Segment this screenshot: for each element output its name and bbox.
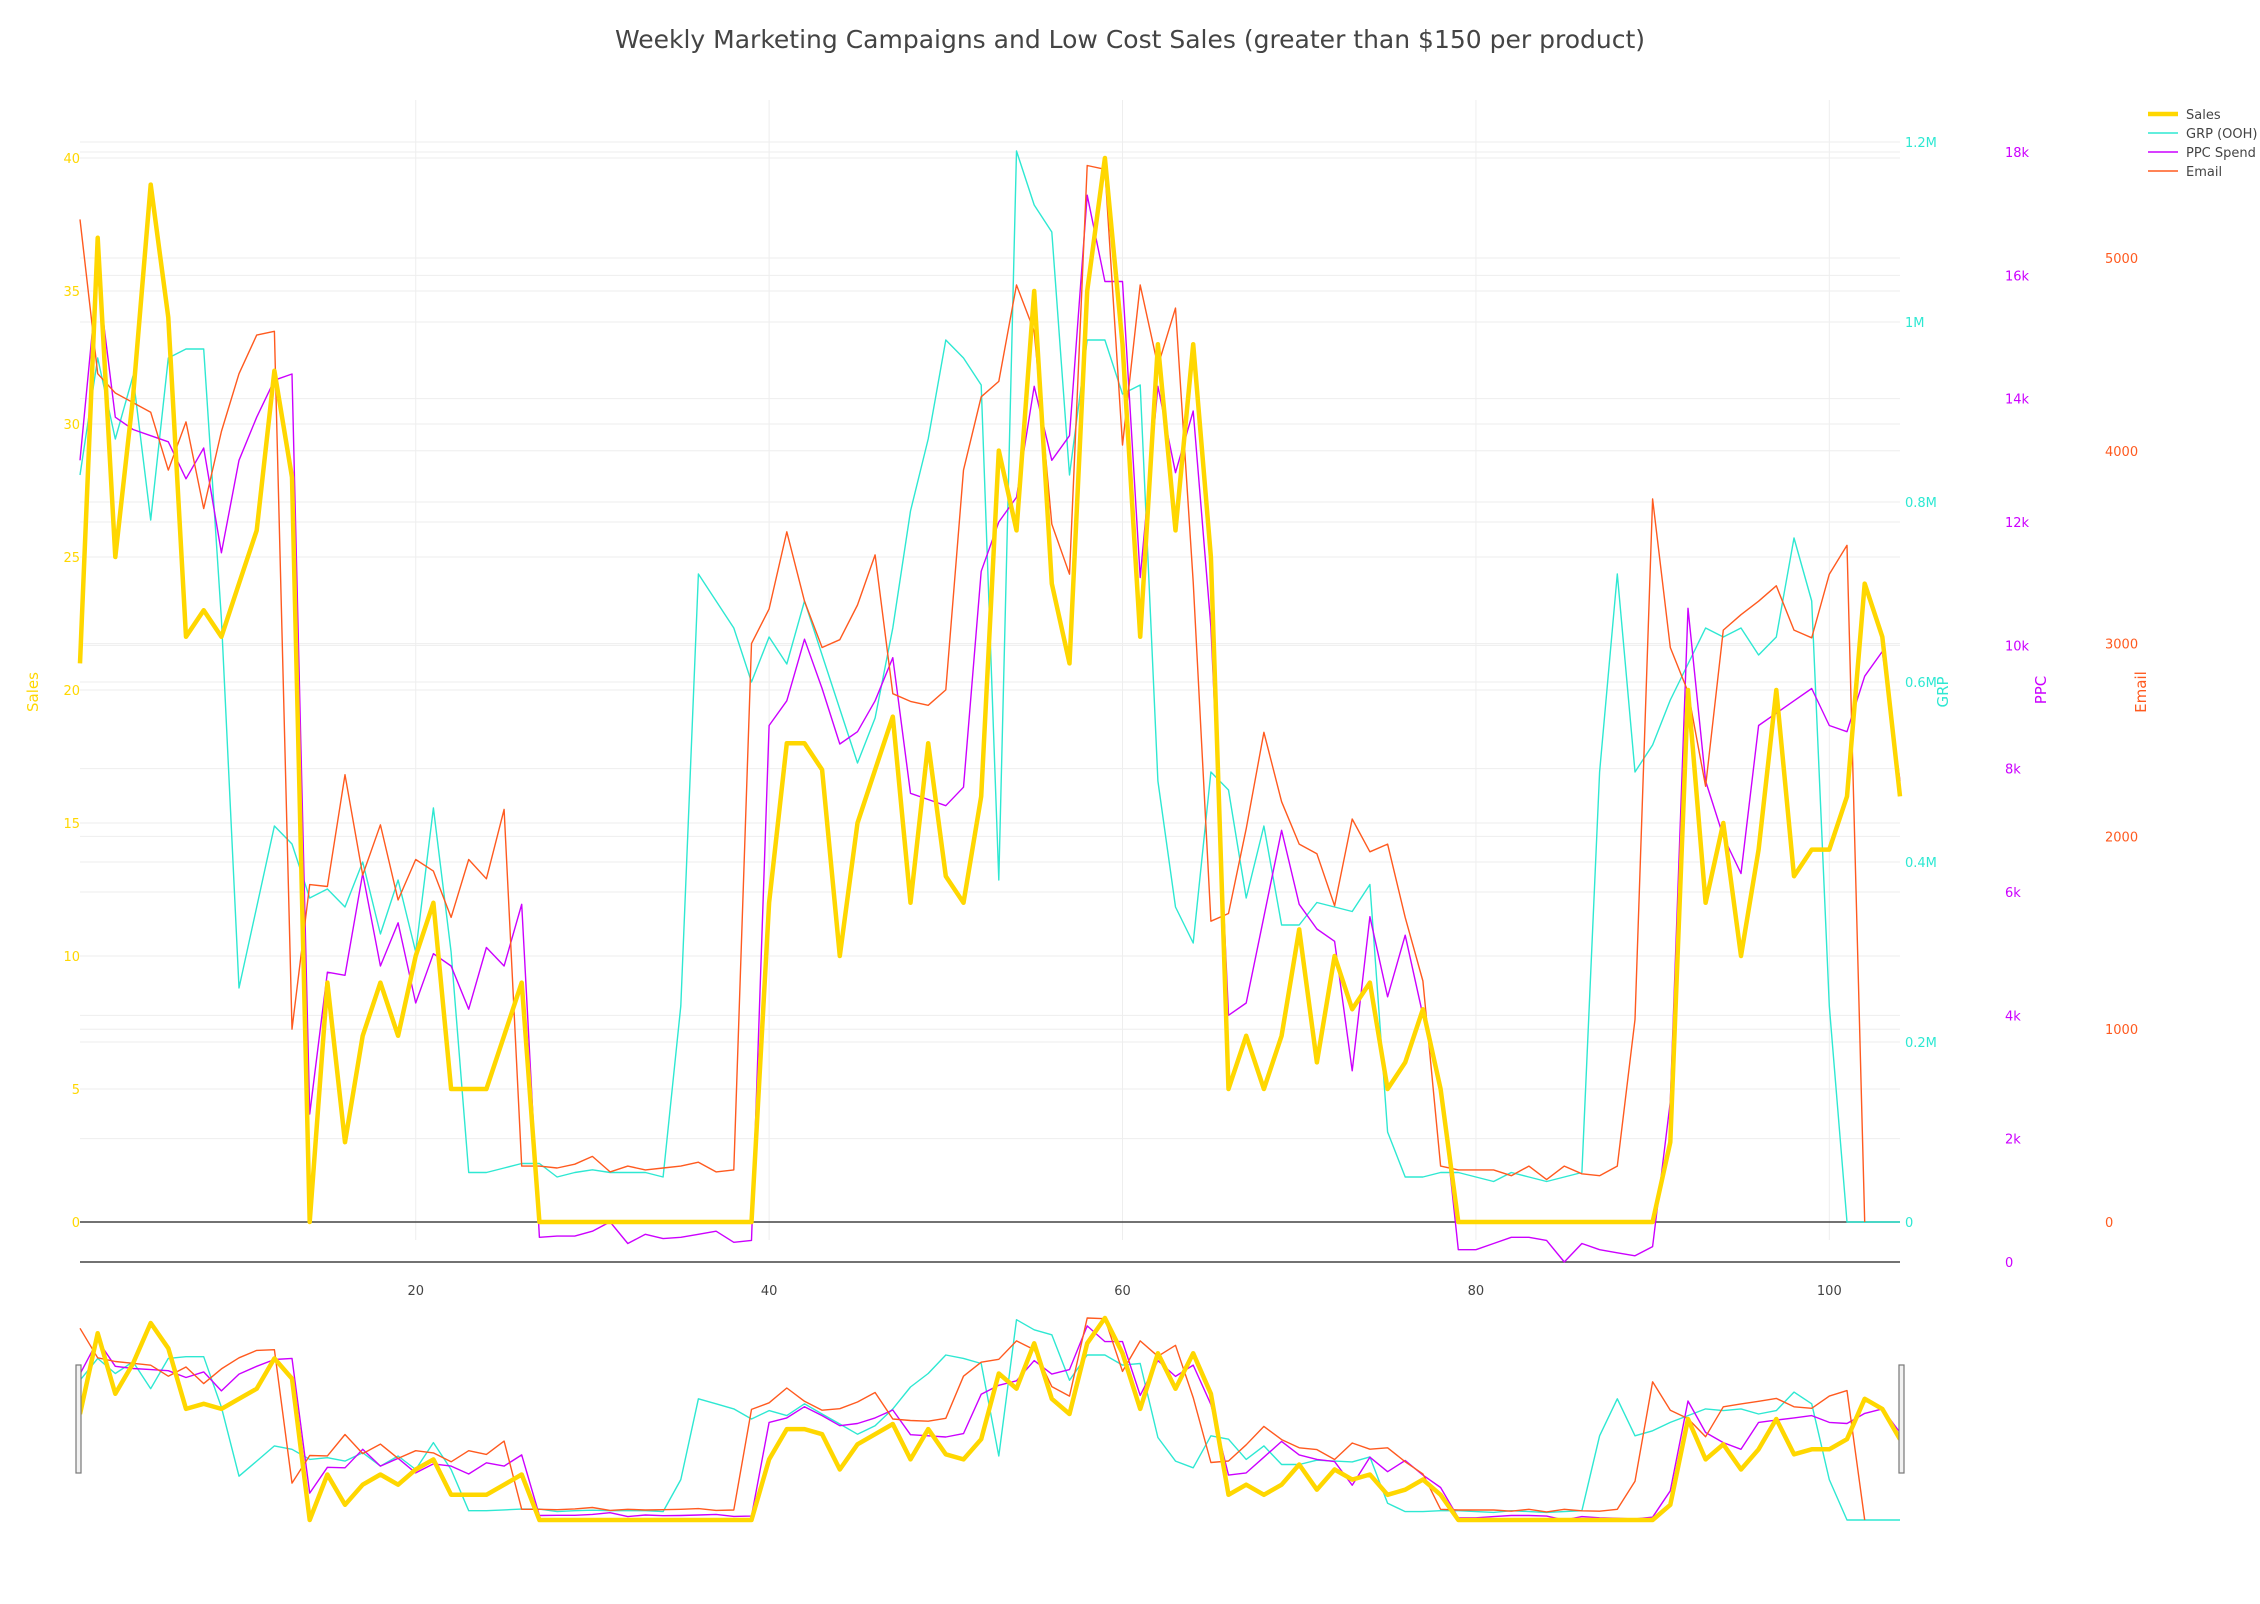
range-slider[interactable]: [75, 1315, 1905, 1523]
x-tick-label: 100: [1817, 1284, 1842, 1299]
y-tick-label-ppc: 0: [2005, 1256, 2013, 1271]
x-tick-label: 60: [1114, 1284, 1131, 1299]
series-line-ppc-spend: [79, 194, 1901, 1263]
y-tick-label-ppc: 4k: [2005, 1009, 2021, 1024]
y-tick-label-ppc: 10k: [2005, 639, 2030, 654]
y-tick-label-grp: 0: [1905, 1216, 1913, 1231]
y-tick-label-sales: 5: [72, 1083, 80, 1098]
rangeslider-left-handle[interactable]: [75, 1364, 82, 1474]
y-tick-label-email: 4000: [2105, 445, 2138, 460]
y-tick-label-sales: 40: [63, 152, 80, 167]
axis-titles: Sales GRP PPC Email: [24, 671, 2150, 713]
y-tick-label-sales: 30: [63, 418, 80, 433]
legend-label: Sales: [2186, 108, 2221, 123]
zero-line: [80, 1221, 1900, 1263]
y-tick-label-grp: 0.8M: [1905, 496, 1937, 511]
rangeslider-line: [79, 1317, 1866, 1521]
y-tick-label-email: 3000: [2105, 638, 2138, 653]
x-tick-label: 20: [407, 1284, 424, 1299]
plot-series: [77, 150, 1903, 1263]
legend[interactable]: Sales GRP (OOH) PPC Spend Email: [2148, 108, 2257, 180]
rangeslider-line: [77, 1315, 1902, 1523]
y-tick-label-ppc: 18k: [2005, 146, 2030, 161]
y-tick-label-ppc: 2k: [2005, 1133, 2021, 1148]
rangeslider-line: [79, 1318, 1900, 1521]
y-tick-label-email: 1000: [2105, 1023, 2138, 1038]
axis-title-ppc: PPC: [2032, 676, 2050, 705]
x-tick-label: 80: [1468, 1284, 1485, 1299]
y-tick-label-grp: 1M: [1905, 316, 1925, 331]
series-line-grp-ooh: [79, 150, 1900, 1223]
y-tick-label-ppc: 16k: [2005, 269, 2030, 284]
legend-label: Email: [2186, 165, 2222, 180]
x-axis-ticks: 20 40 60 80 100: [407, 1284, 1841, 1299]
y-tick-label-grp: 0.2M: [1905, 1036, 1937, 1051]
chart-title: Weekly Marketing Campaigns and Low Cost …: [615, 25, 1645, 54]
y-tick-label-email: 2000: [2105, 830, 2138, 845]
y-tick-label-sales: 20: [63, 684, 80, 699]
y-tick-label-sales: 15: [63, 817, 80, 832]
legend-label: GRP (OOH): [2186, 127, 2257, 142]
legend-label: PPC Spend: [2186, 146, 2256, 161]
y-tick-label-ppc: 6k: [2005, 886, 2021, 901]
series-line-email: [79, 164, 1866, 1223]
y-tick-label-ppc: 12k: [2005, 516, 2030, 531]
y-tick-label-grp: 0.4M: [1905, 856, 1937, 871]
rangeslider-line: [79, 1325, 1901, 1521]
y-tick-label-sales: 25: [63, 551, 80, 566]
axis-title-email: Email: [2132, 671, 2150, 713]
y-tick-label-email: 5000: [2105, 252, 2138, 267]
axis-title-grp: GRP: [1934, 676, 1952, 707]
y-tick-label-sales: 35: [63, 285, 80, 300]
gridlines: [80, 100, 1900, 1240]
axis-title-sales: Sales: [24, 672, 42, 712]
series-line-sales: [77, 155, 1903, 1225]
y-tick-label-ppc: 14k: [2005, 393, 2030, 408]
y-tick-label-email: 0: [2105, 1216, 2113, 1231]
y-tick-label-ppc: 8k: [2005, 763, 2021, 778]
y-axis-ticks: 0 5 10 15 20 25 30 35 40 0 0.2M 0.4M 0.6M 0.8M 1M 1.2M 0…: [63, 136, 2138, 1271]
y-tick-label-sales: 10: [63, 950, 80, 965]
y-tick-label-grp: 1.2M: [1905, 136, 1937, 151]
y-tick-label-sales: 0: [72, 1216, 80, 1231]
y-tick-label-grp: 0.6M: [1905, 676, 1937, 691]
x-tick-label: 40: [761, 1284, 778, 1299]
rangeslider-right-handle[interactable]: [1898, 1364, 1905, 1474]
